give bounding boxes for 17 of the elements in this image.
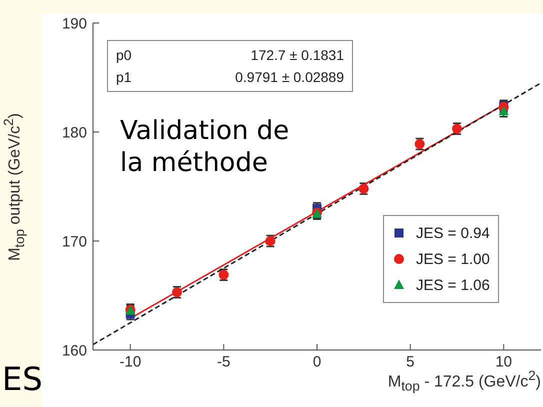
x-tick-label: 0 <box>312 354 322 371</box>
text: p0 172.7 ± 0.1831 <box>116 47 344 63</box>
y-tick-label: 170 <box>62 233 87 250</box>
text: p1 0.9791 ± 0.02889 <box>116 69 344 85</box>
x-axis-title: M$_{top}$ - 172.5 (GeV/c$^{2}$) <box>388 368 541 394</box>
x-tick-label: 10 <box>495 354 512 371</box>
legend-label: JES = 1.06 <box>416 276 490 294</box>
x-tick-label: 5 <box>406 354 415 371</box>
y-tick-label: 190 <box>62 15 87 32</box>
x-tick-label: -10 <box>119 354 142 371</box>
legend-label: JES = 0.94 <box>416 224 490 242</box>
x-tick-label: -5 <box>216 354 230 371</box>
y-tick-label: 160 <box>62 342 87 360</box>
y-tick-label: 180 <box>62 124 87 142</box>
text: ES <box>2 360 43 398</box>
legend-label: JES = 1.00 <box>416 250 490 268</box>
annotation: Validation de la méthode <box>120 115 290 179</box>
